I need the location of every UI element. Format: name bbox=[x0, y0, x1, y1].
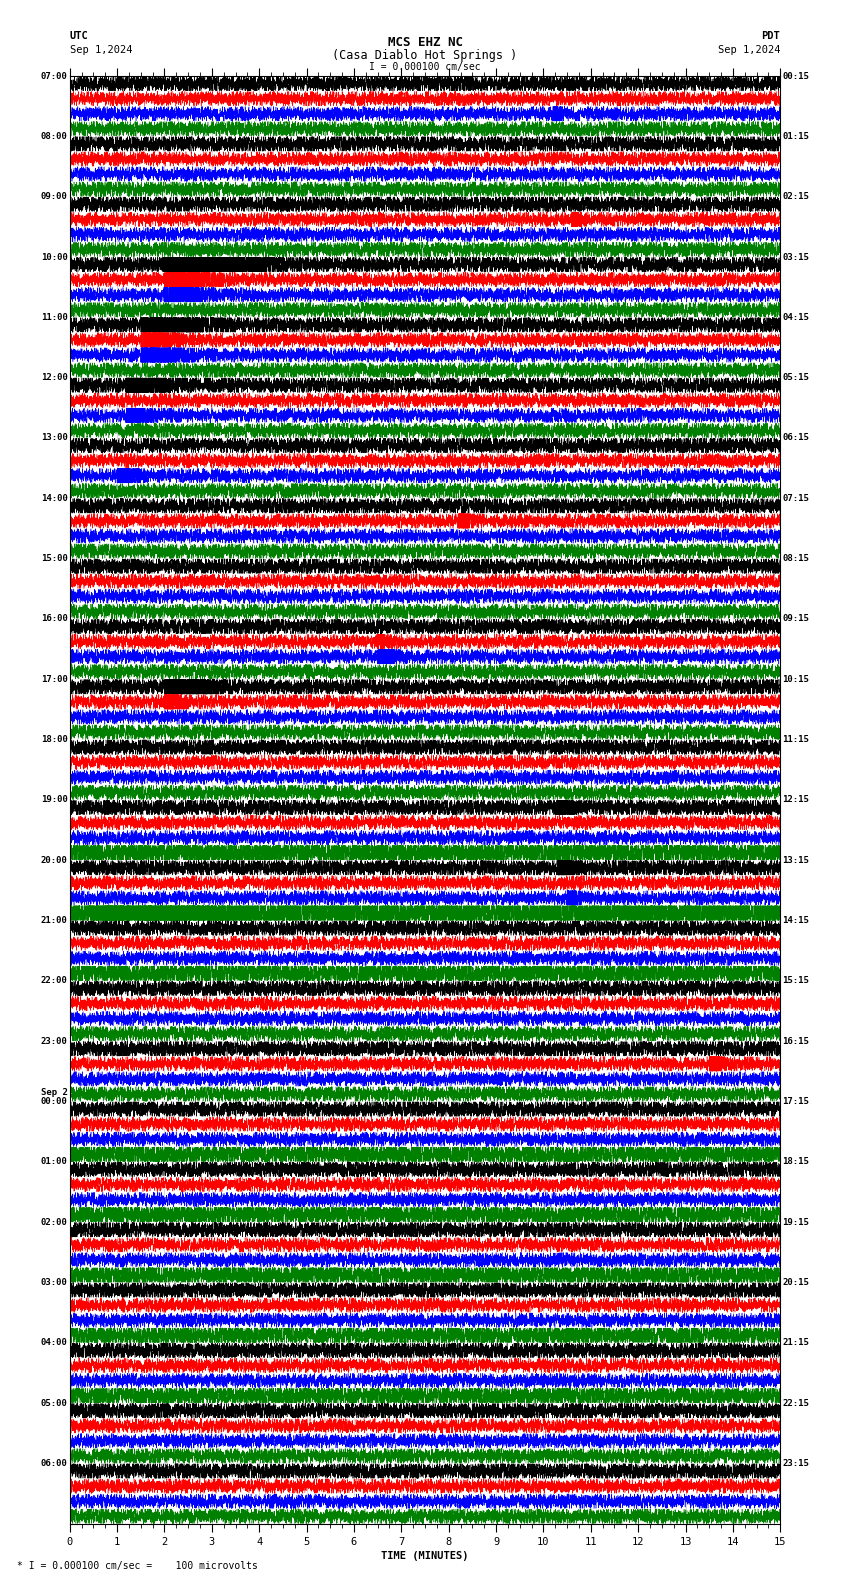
Text: * I = 0.000100 cm/sec =    100 microvolts: * I = 0.000100 cm/sec = 100 microvolts bbox=[17, 1562, 258, 1571]
Text: 07:15: 07:15 bbox=[783, 494, 809, 502]
Text: 07:00: 07:00 bbox=[41, 71, 67, 81]
Text: 03:00: 03:00 bbox=[41, 1278, 67, 1288]
Text: Sep 1,2024: Sep 1,2024 bbox=[717, 44, 780, 55]
Text: 05:15: 05:15 bbox=[783, 374, 809, 382]
Text: 04:00: 04:00 bbox=[41, 1338, 67, 1348]
Text: 10:15: 10:15 bbox=[783, 675, 809, 684]
X-axis label: TIME (MINUTES): TIME (MINUTES) bbox=[382, 1551, 468, 1562]
Text: 21:00: 21:00 bbox=[41, 916, 67, 925]
Text: 22:00: 22:00 bbox=[41, 976, 67, 985]
Text: 10:00: 10:00 bbox=[41, 252, 67, 261]
Text: 16:15: 16:15 bbox=[783, 1036, 809, 1045]
Text: (Casa Diablo Hot Springs ): (Casa Diablo Hot Springs ) bbox=[332, 49, 518, 62]
Text: 17:00: 17:00 bbox=[41, 675, 67, 684]
Text: 13:15: 13:15 bbox=[783, 855, 809, 865]
Text: 15:00: 15:00 bbox=[41, 554, 67, 564]
Text: 04:15: 04:15 bbox=[783, 312, 809, 322]
Text: 18:15: 18:15 bbox=[783, 1158, 809, 1166]
Text: 19:00: 19:00 bbox=[41, 795, 67, 805]
Text: 14:15: 14:15 bbox=[783, 916, 809, 925]
Text: UTC: UTC bbox=[70, 30, 88, 41]
Text: 18:00: 18:00 bbox=[41, 735, 67, 744]
Text: 13:00: 13:00 bbox=[41, 434, 67, 442]
Text: 09:15: 09:15 bbox=[783, 615, 809, 624]
Text: 23:15: 23:15 bbox=[783, 1459, 809, 1468]
Text: 00:00: 00:00 bbox=[41, 1098, 67, 1106]
Text: 16:00: 16:00 bbox=[41, 615, 67, 624]
Text: 03:15: 03:15 bbox=[783, 252, 809, 261]
Text: 11:00: 11:00 bbox=[41, 312, 67, 322]
Text: 06:00: 06:00 bbox=[41, 1459, 67, 1468]
Text: MCS EHZ NC: MCS EHZ NC bbox=[388, 35, 462, 49]
Text: 08:00: 08:00 bbox=[41, 131, 67, 141]
Text: 20:15: 20:15 bbox=[783, 1278, 809, 1288]
Text: PDT: PDT bbox=[762, 30, 780, 41]
Text: 20:00: 20:00 bbox=[41, 855, 67, 865]
Text: Sep 2: Sep 2 bbox=[41, 1088, 67, 1098]
Text: 12:00: 12:00 bbox=[41, 374, 67, 382]
Text: 08:15: 08:15 bbox=[783, 554, 809, 564]
Text: Sep 1,2024: Sep 1,2024 bbox=[70, 44, 133, 55]
Text: 22:15: 22:15 bbox=[783, 1399, 809, 1408]
Text: 23:00: 23:00 bbox=[41, 1036, 67, 1045]
Text: 19:15: 19:15 bbox=[783, 1218, 809, 1226]
Text: 06:15: 06:15 bbox=[783, 434, 809, 442]
Text: 01:15: 01:15 bbox=[783, 131, 809, 141]
Text: 14:00: 14:00 bbox=[41, 494, 67, 502]
Text: 02:15: 02:15 bbox=[783, 192, 809, 201]
Text: 17:15: 17:15 bbox=[783, 1098, 809, 1106]
Text: 15:15: 15:15 bbox=[783, 976, 809, 985]
Text: 02:00: 02:00 bbox=[41, 1218, 67, 1226]
Text: I = 0.000100 cm/sec: I = 0.000100 cm/sec bbox=[369, 62, 481, 71]
Text: 12:15: 12:15 bbox=[783, 795, 809, 805]
Text: 00:15: 00:15 bbox=[783, 71, 809, 81]
Text: 11:15: 11:15 bbox=[783, 735, 809, 744]
Text: 05:00: 05:00 bbox=[41, 1399, 67, 1408]
Text: 01:00: 01:00 bbox=[41, 1158, 67, 1166]
Text: 21:15: 21:15 bbox=[783, 1338, 809, 1348]
Text: 09:00: 09:00 bbox=[41, 192, 67, 201]
